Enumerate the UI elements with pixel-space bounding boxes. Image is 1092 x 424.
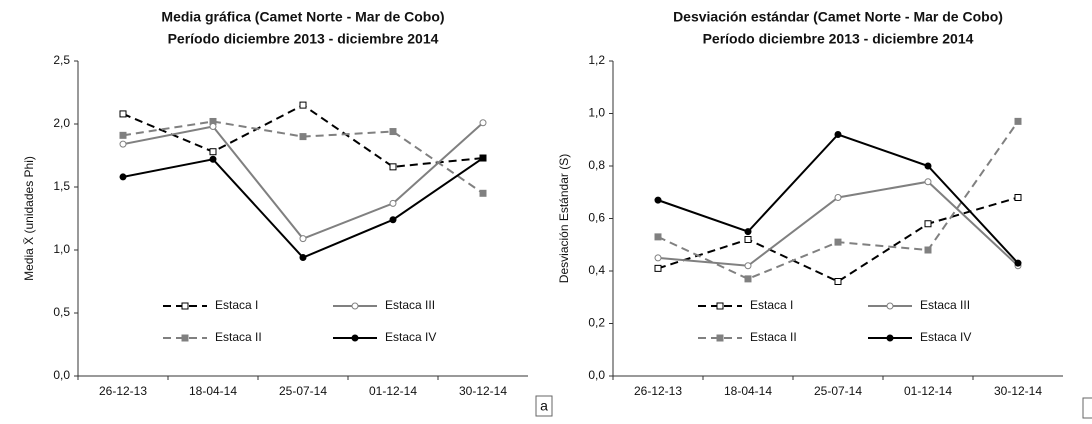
series-line: [122, 120, 484, 195]
marker: [654, 254, 662, 262]
legend-label: Estaca I: [215, 298, 258, 312]
y-tick-label: 1,5: [53, 179, 70, 193]
series-line: [122, 157, 484, 259]
marker: [119, 110, 127, 118]
y-tick-label: 0,5: [53, 305, 70, 319]
series-line: [657, 196, 1019, 283]
chart-title: Desviación estándar (Camet Norte - Mar d…: [673, 9, 1003, 25]
chart-subtitle: Período diciembre 2013 - diciembre 2014: [703, 31, 974, 47]
marker: [834, 278, 842, 285]
marker: [744, 275, 752, 283]
y-tick-label: 0,0: [53, 368, 70, 382]
y-tick-label: 1,0: [53, 242, 70, 256]
marker: [924, 246, 932, 254]
marker: [1014, 117, 1022, 125]
legend-label: Estaca II: [750, 330, 797, 344]
legend-marker: [716, 334, 724, 342]
marker: [479, 189, 487, 197]
legend-label: Estaca IV: [920, 330, 971, 344]
x-tick-label: 30-12-14: [459, 384, 507, 398]
legend-label: Estaca IV: [385, 330, 436, 344]
marker: [744, 262, 752, 270]
marker: [389, 163, 397, 171]
marker: [119, 173, 127, 181]
panel-tag-box: [535, 395, 553, 417]
y-tick-label: 0,2: [588, 316, 605, 330]
marker: [654, 264, 662, 272]
marker: [834, 194, 842, 201]
marker: [389, 216, 397, 224]
marker: [299, 101, 307, 109]
series-line: [122, 121, 484, 240]
x-tick-label: 01-12-14: [904, 384, 952, 398]
x-tick-label: 18-04-14: [724, 384, 772, 398]
marker: [299, 254, 307, 262]
x-tick-label: 25-07-14: [279, 384, 327, 398]
marker: [209, 148, 217, 156]
y-axis-label: Media X̄ (unidades Phi): [22, 156, 36, 281]
marker: [119, 131, 127, 139]
x-tick-label: 01-12-14: [369, 384, 417, 398]
marker: [834, 238, 842, 246]
chart-title: Media gráfica (Camet Norte - Mar de Cobo…: [161, 9, 444, 25]
legend-label: Estaca III: [385, 298, 435, 312]
marker: [299, 133, 307, 141]
x-tick-label: 26-12-13: [99, 384, 147, 398]
marker: [924, 178, 932, 186]
marker: [389, 128, 397, 136]
y-axis-label: Desviación Estándar (S): [557, 154, 571, 283]
y-tick-label: 0,8: [588, 158, 605, 172]
panel-tag-box: [1082, 397, 1092, 419]
legend-marker: [181, 302, 189, 310]
x-tick-label: 26-12-13: [634, 384, 682, 398]
legend-marker: [716, 302, 724, 310]
marker: [479, 154, 487, 162]
x-tick-label: 30-12-14: [994, 384, 1042, 398]
marker: [924, 220, 932, 228]
marker: [654, 233, 662, 241]
marker: [479, 119, 487, 127]
legend-label: Estaca I: [750, 298, 793, 312]
legend-label: Estaca II: [215, 330, 262, 344]
y-tick-label: 1,0: [588, 106, 605, 120]
marker: [389, 199, 397, 207]
marker: [119, 140, 127, 148]
marker: [744, 236, 752, 243]
y-tick-label: 0,4: [588, 263, 605, 277]
marker: [744, 228, 752, 236]
legend-marker: [351, 334, 359, 342]
marker: [299, 235, 307, 243]
y-tick-label: 2,0: [53, 116, 70, 130]
legend-marker: [351, 302, 359, 310]
marker: [1014, 259, 1022, 267]
y-tick-label: 0,0: [588, 368, 605, 382]
y-tick-label: 2,5: [53, 53, 70, 67]
marker: [654, 196, 662, 204]
chart-subtitle: Período diciembre 2013 - diciembre 2014: [168, 31, 439, 47]
x-tick-label: 18-04-14: [189, 384, 237, 398]
marker: [834, 131, 842, 138]
legend-marker: [886, 302, 894, 310]
marker: [924, 162, 932, 170]
marker: [209, 123, 217, 131]
x-tick-label: 25-07-14: [814, 384, 862, 398]
panel-tag: a: [540, 398, 548, 414]
marker: [209, 155, 217, 163]
legend-label: Estaca III: [920, 298, 970, 312]
y-tick-label: 0,6: [588, 211, 605, 225]
marker: [1014, 194, 1022, 201]
y-tick-label: 1,2: [588, 53, 605, 67]
legend-marker: [181, 334, 189, 342]
legend-marker: [886, 334, 894, 342]
